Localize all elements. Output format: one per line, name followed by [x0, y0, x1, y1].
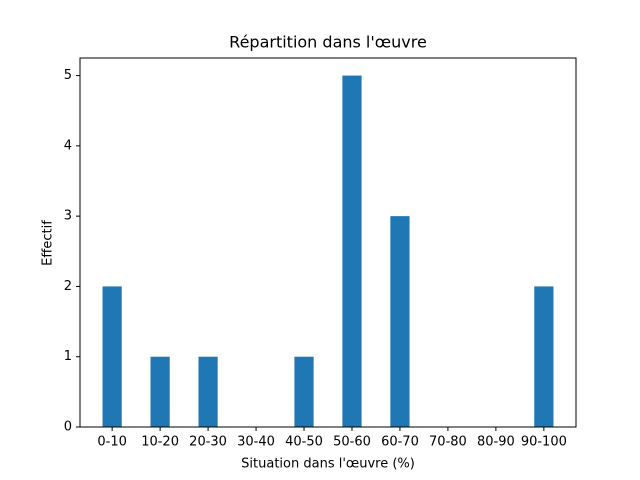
bar	[198, 356, 218, 427]
y-axis-label: Effectif	[41, 220, 56, 266]
x-tick-label: 30-40	[237, 435, 275, 450]
bar	[534, 286, 554, 427]
bar	[102, 286, 122, 427]
y-tick-label: 0	[64, 420, 72, 435]
x-tick-label: 60-70	[381, 435, 419, 450]
bar	[150, 356, 170, 427]
bar	[342, 75, 362, 428]
y-tick-label: 2	[64, 279, 72, 294]
chart-title: Répartition dans l'œuvre	[229, 33, 427, 52]
bar	[294, 356, 314, 427]
x-tick-label: 0-10	[97, 435, 127, 450]
y-tick-label: 1	[64, 349, 72, 364]
y-tick-label: 5	[64, 68, 72, 83]
x-axis-label: Situation dans l'œuvre (%)	[241, 457, 415, 472]
x-tick-label: 20-30	[189, 435, 227, 450]
x-tick-label: 70-80	[429, 435, 467, 450]
x-tick-label: 10-20	[141, 435, 179, 450]
x-tick-label: 40-50	[285, 435, 323, 450]
plot-frame	[79, 57, 577, 428]
y-tick-label: 4	[64, 138, 72, 153]
x-tick-label: 90-100	[521, 435, 567, 450]
x-tick-label: 80-90	[477, 435, 515, 450]
y-tick-label: 3	[64, 209, 72, 224]
x-tick-label: 50-60	[333, 435, 371, 450]
bar	[390, 216, 410, 427]
